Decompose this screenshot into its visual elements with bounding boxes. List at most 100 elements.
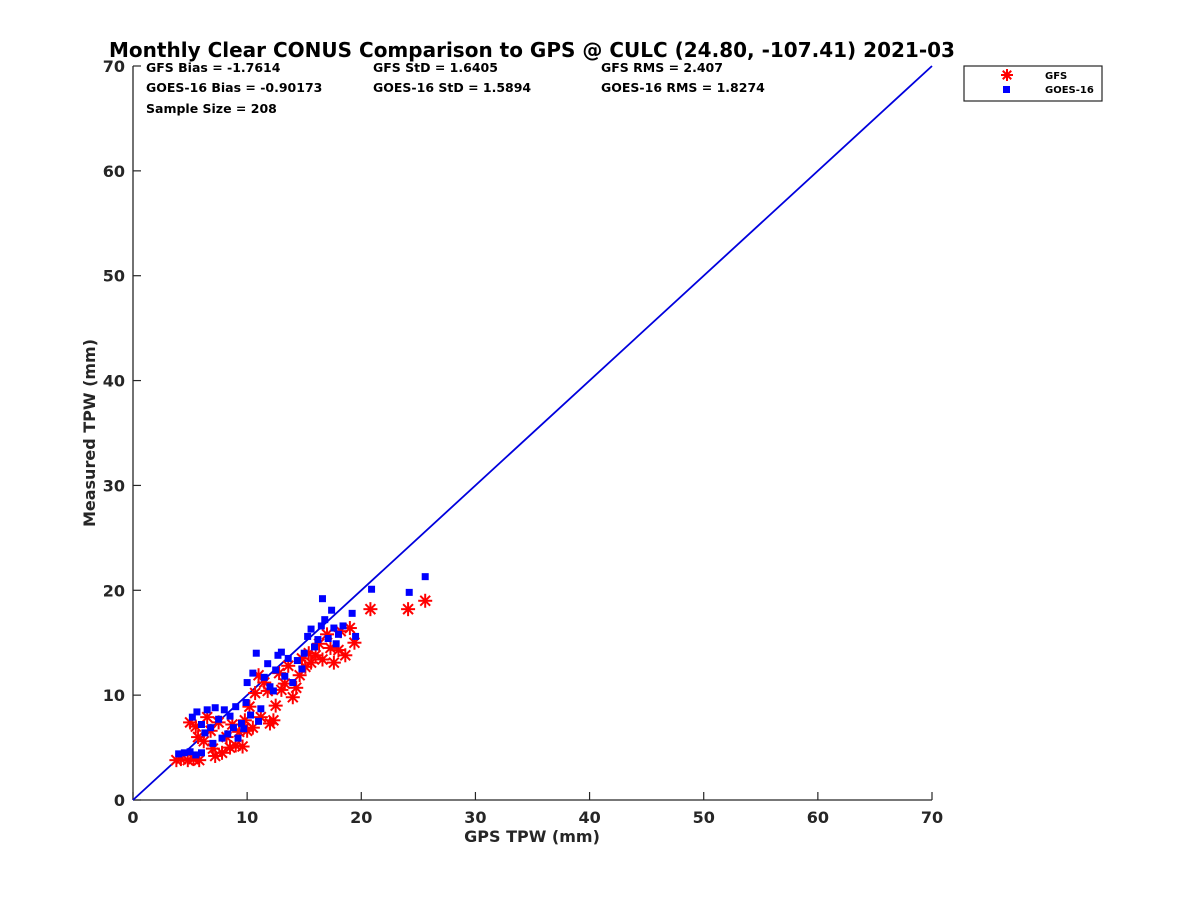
goes16-point: [348, 609, 356, 617]
goes16-point: [218, 734, 226, 742]
goes16-point: [307, 625, 315, 633]
goes16-point: [264, 660, 272, 668]
goes16-point: [247, 711, 255, 719]
y-tick-label: 30: [103, 476, 125, 495]
goes-bias-stat: GOES-16 Bias = -0.90173: [146, 80, 322, 95]
goes16-point: [224, 730, 232, 738]
goes16-point: [310, 643, 318, 651]
goes16-point: [203, 706, 211, 714]
goes16-point: [232, 703, 240, 711]
gfs-point: [315, 652, 330, 667]
legend-box: [963, 65, 1103, 102]
y-tick-label: 20: [103, 581, 125, 600]
y-tick-label: 10: [103, 686, 125, 705]
goes16-point: [339, 622, 347, 630]
goes16-point: [352, 632, 360, 640]
gfs-point: [266, 713, 281, 728]
goes16-point: [289, 679, 297, 687]
goes16-point: [368, 585, 376, 593]
goes16-point: [300, 649, 308, 657]
goes16-point: [220, 706, 228, 714]
goes16-point: [249, 669, 257, 677]
goes16-point: [193, 708, 201, 716]
gfs-point: [401, 602, 416, 617]
goes16-point: [298, 665, 306, 673]
x-tick-label: 30: [464, 808, 486, 827]
x-tick-label: 50: [693, 808, 715, 827]
goes16-point: [332, 640, 340, 648]
goes16-point: [192, 751, 200, 759]
goes16-point: [186, 748, 194, 756]
goes16-point: [314, 636, 322, 644]
legend: GFS GOES-16: [963, 65, 1103, 102]
gfs-point: [342, 621, 357, 636]
y-tick-label: 60: [103, 162, 125, 181]
data-marks: [169, 573, 433, 768]
goes16-point: [234, 734, 242, 742]
goes16-point: [180, 749, 188, 757]
gfs-point: [326, 655, 341, 670]
goes16-point: [260, 673, 268, 681]
chart-title: Monthly Clear CONUS Comparison to GPS @ …: [109, 38, 955, 62]
goes16-point: [215, 715, 223, 723]
gfs-point: [235, 739, 250, 754]
legend-goes-label: GOES-16: [1045, 85, 1094, 96]
goes16-point: [304, 632, 312, 640]
gfs-point: [196, 734, 211, 749]
y-axis-label: Measured TPW (mm): [80, 339, 99, 527]
goes-rms-stat: GOES-16 RMS = 1.8274: [601, 80, 765, 95]
gfs-point: [304, 655, 319, 670]
goes16-point: [277, 648, 285, 656]
goes16-point: [229, 724, 237, 732]
goes16-point: [281, 672, 289, 680]
goes16-point: [321, 616, 329, 624]
gfs-rms-stat: GFS RMS = 2.407: [601, 60, 723, 75]
x-tick-label: 10: [236, 808, 258, 827]
goes16-point: [255, 717, 263, 725]
goes16-point: [209, 739, 217, 747]
gfs-point: [418, 593, 433, 608]
goes16-point: [324, 635, 332, 643]
goes16-point: [252, 649, 260, 657]
goes16-point: [242, 698, 250, 706]
stats-block: GFS Bias = -1.7614 GFS StD = 1.6405 GFS …: [146, 60, 765, 116]
goes16-point: [328, 606, 336, 614]
goes16-point: [284, 654, 292, 662]
gfs-point: [268, 698, 283, 713]
goes16-point: [240, 725, 248, 733]
legend-goes-marker: [1003, 86, 1010, 93]
goes16-point: [266, 683, 274, 691]
axes: 0 10 20 30 40 50 60 70 0 10 20 30 40 50 60 70: [103, 57, 943, 827]
goes16-point: [237, 719, 245, 727]
y-tick-label: 0: [114, 791, 125, 810]
gfs-point: [248, 686, 263, 701]
x-tick-label: 60: [807, 808, 829, 827]
legend-gfs-asterisk: [1001, 69, 1013, 81]
goes16-point: [257, 705, 265, 713]
goes16-point: [293, 657, 301, 665]
sample-size-stat: Sample Size = 208: [146, 101, 277, 116]
y-tick-label: 40: [103, 372, 125, 391]
goes16-point: [269, 687, 277, 695]
goes16-point: [318, 595, 326, 603]
goes16-point: [330, 624, 338, 632]
goes16-point: [405, 588, 413, 596]
x-tick-label: 20: [350, 808, 372, 827]
gfs-std-stat: GFS StD = 1.6405: [373, 60, 498, 75]
x-tick-label: 70: [921, 808, 943, 827]
gfs-point: [363, 602, 378, 617]
gfs-point: [215, 745, 230, 760]
goes16-point: [197, 749, 205, 757]
gfs-point: [281, 658, 296, 673]
goes16-point: [197, 721, 205, 729]
goes16-point: [421, 573, 429, 581]
gfs-bias-stat: GFS Bias = -1.7614: [146, 60, 281, 75]
goes16-point: [201, 729, 209, 737]
goes16-point: [211, 704, 219, 712]
y-tick-label: 50: [103, 267, 125, 286]
x-tick-label: 40: [578, 808, 600, 827]
goes-std-stat: GOES-16 StD = 1.5894: [373, 80, 531, 95]
goes16-point: [243, 679, 251, 687]
goes16-point: [175, 750, 183, 758]
